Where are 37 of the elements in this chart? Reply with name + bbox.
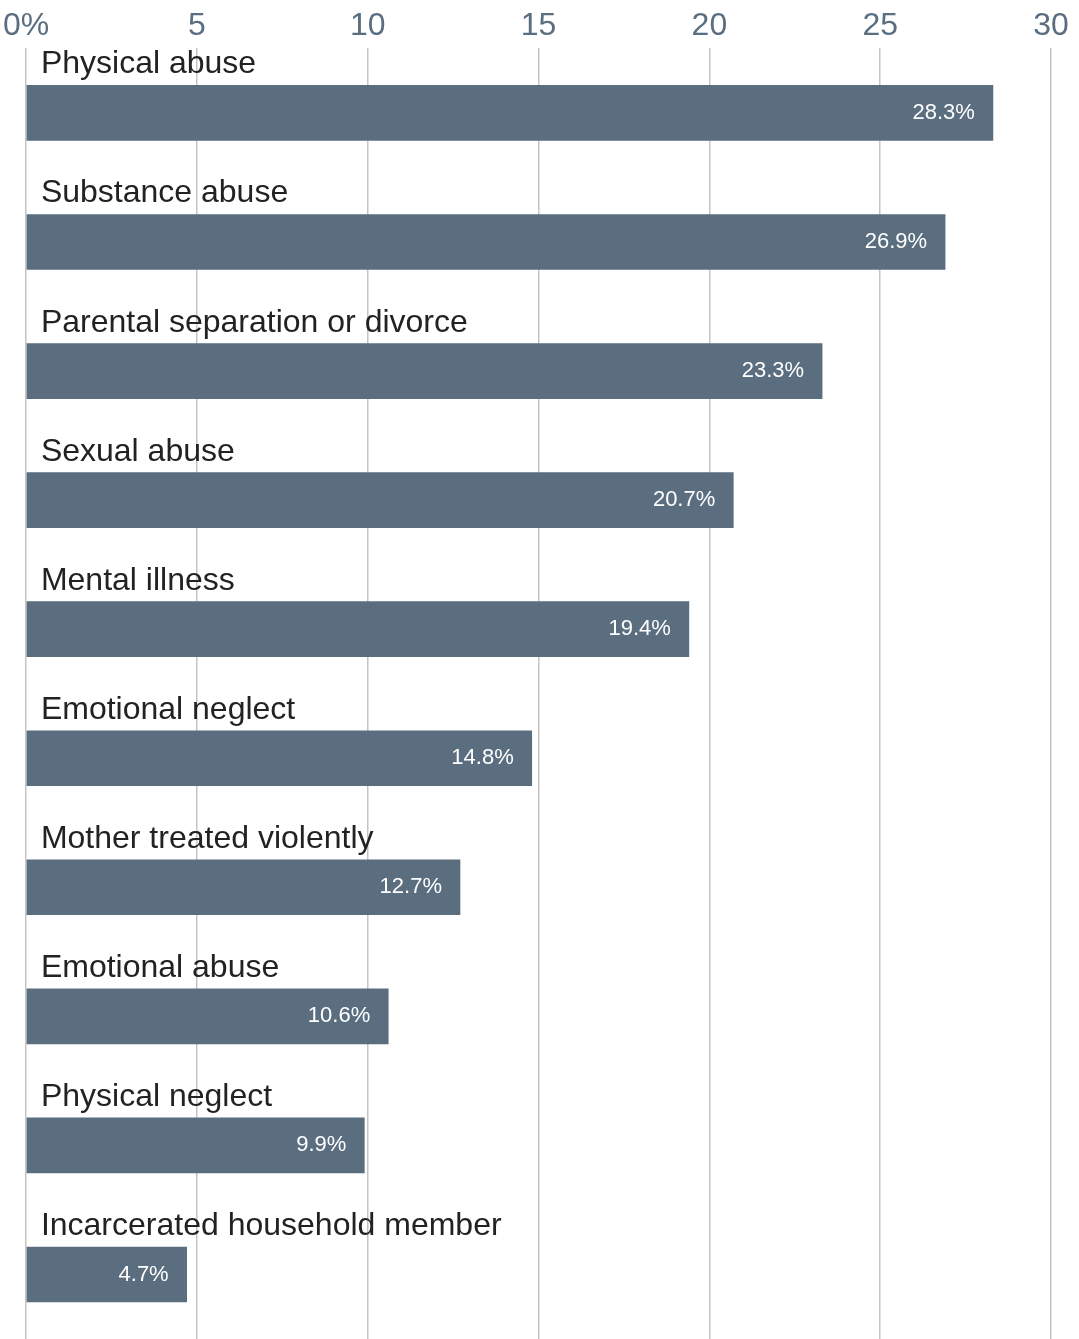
y-tick-label: Parental separation or divorce <box>40 302 468 339</box>
x-tick-label: 20 <box>691 6 728 43</box>
x-tick-label: 5 <box>188 6 206 43</box>
bar <box>26 85 994 141</box>
bar <box>26 730 533 787</box>
bar <box>26 1117 365 1174</box>
data-label: 10.6% <box>307 1002 371 1028</box>
data-label: 19.4% <box>608 615 671 641</box>
bar <box>26 988 389 1045</box>
data-label: 4.7% <box>118 1260 169 1286</box>
bar <box>26 1246 188 1303</box>
x-tick-label: 10 <box>349 6 386 43</box>
data-label: 28.3% <box>912 98 975 124</box>
y-tick-label: Physical abuse <box>40 44 257 81</box>
x-tick-label: 15 <box>520 6 557 43</box>
data-label: 12.7% <box>379 873 442 899</box>
bar <box>26 472 734 528</box>
data-label: 9.9% <box>296 1131 347 1157</box>
y-tick-label: Emotional abuse <box>40 947 280 984</box>
data-label: 23.3% <box>741 357 805 383</box>
y-tick-label: Physical neglect <box>40 1076 273 1113</box>
y-tick-label: Substance abuse <box>40 173 289 210</box>
data-label: 26.9% <box>864 228 928 254</box>
data-label: 20.7% <box>652 486 716 512</box>
bar <box>26 859 461 916</box>
y-tick-label: Sexual abuse <box>40 431 235 468</box>
x-tick-label: 0% <box>3 6 50 43</box>
bar <box>26 343 823 399</box>
bar <box>26 214 946 270</box>
y-tick-label: Mental illness <box>40 560 235 597</box>
data-label: 14.8% <box>451 744 514 770</box>
bar <box>26 601 690 657</box>
y-tick-label: Emotional neglect <box>40 689 296 726</box>
y-tick-label: Incarcerated household member <box>40 1205 502 1242</box>
x-tick-label: 25 <box>862 6 898 43</box>
y-tick-label: Mother treated violently <box>40 818 374 855</box>
x-tick-label: 30 <box>1033 6 1069 43</box>
